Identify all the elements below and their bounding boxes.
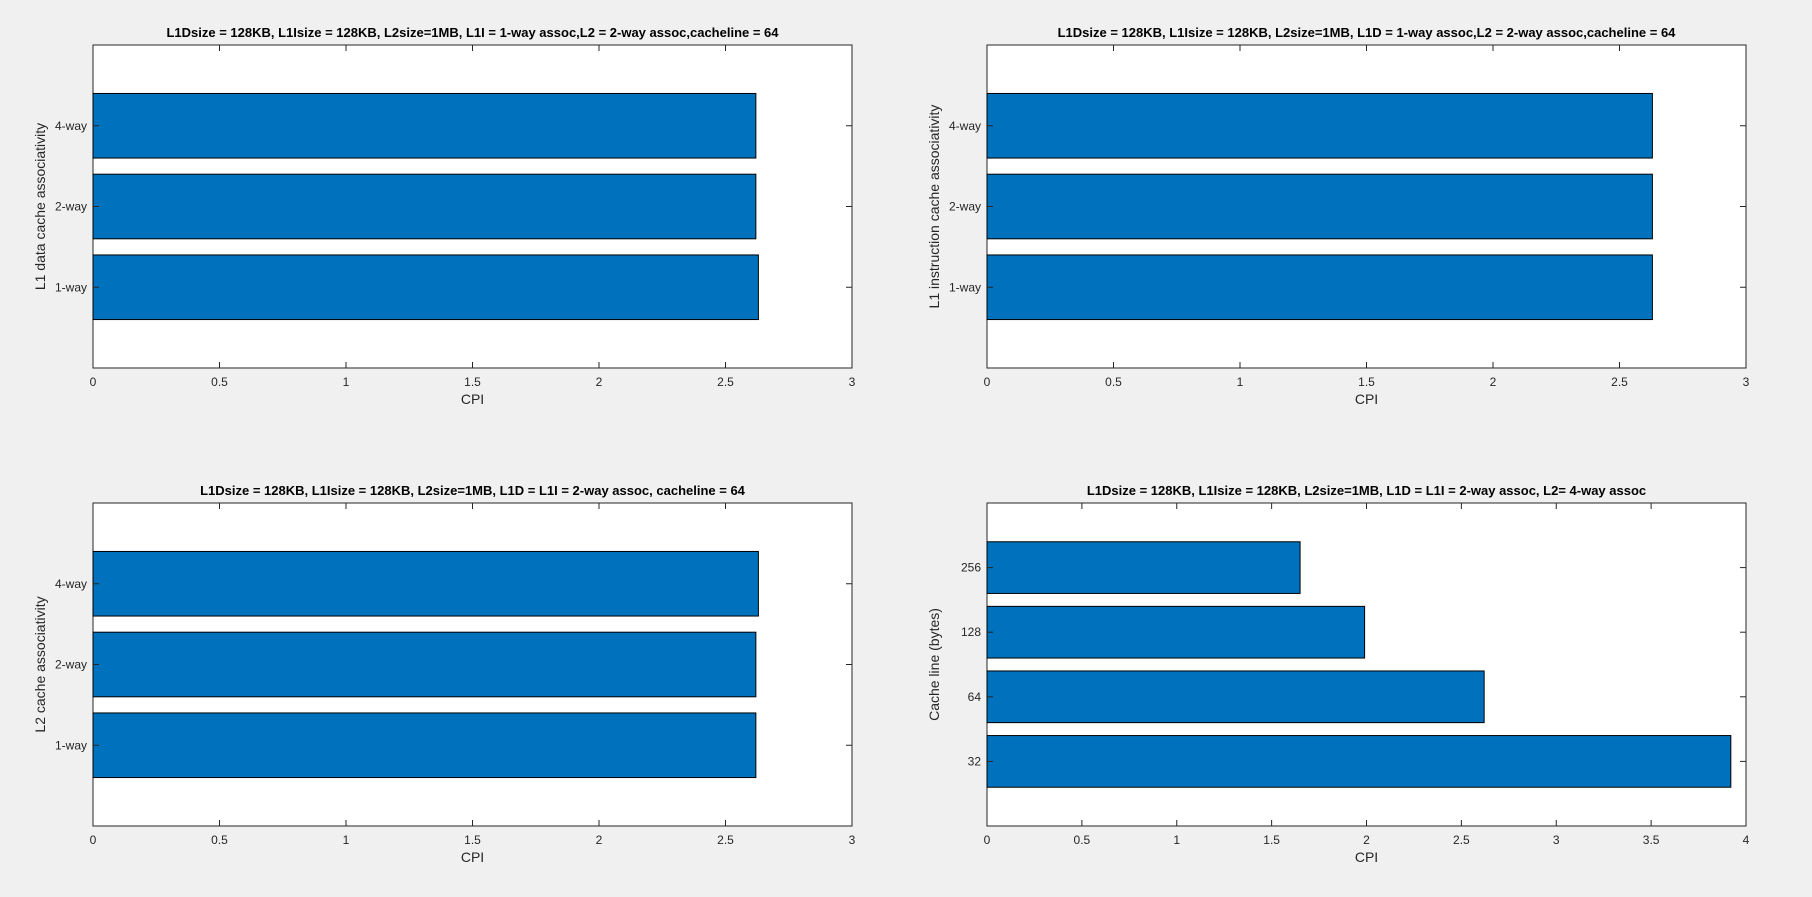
y-tick-label: 128: [961, 625, 981, 639]
y-tick-label: 256: [961, 561, 981, 575]
x-axis-label: CPI: [1355, 391, 1378, 407]
x-tick-label: 1.5: [464, 833, 481, 847]
bar-1-way: [92, 254, 759, 321]
y-tick-label: 4-way: [949, 119, 981, 133]
x-tick-label: 2.5: [717, 833, 734, 847]
bar-2-way: [986, 173, 1653, 240]
y-tick-label: 2-way: [949, 200, 981, 214]
y-tick-label: 1-way: [949, 280, 981, 294]
bar-4-way: [92, 550, 759, 617]
x-tick-label: 0.5: [211, 833, 228, 847]
subplot-l2-assoc: L1Dsize = 128KB, L1Isize = 128KB, L2size…: [32, 483, 856, 865]
x-tick-label: 0.5: [1105, 375, 1122, 389]
x-tick-label: 1.5: [464, 375, 481, 389]
x-tick-label: 2: [1363, 833, 1370, 847]
x-tick-label: 2.5: [1453, 833, 1470, 847]
y-tick-label: 4-way: [55, 119, 87, 133]
x-tick-label: 3: [849, 833, 856, 847]
y-tick-label: 2-way: [55, 200, 87, 214]
y-tick-label: 32: [968, 754, 982, 768]
x-tick-label: 0: [90, 833, 97, 847]
x-tick-label: 3: [1553, 833, 1560, 847]
x-axis-label: CPI: [1355, 849, 1378, 865]
bar-128: [986, 605, 1366, 659]
bar-1-way: [92, 712, 757, 779]
x-tick-label: 0.5: [211, 375, 228, 389]
y-tick-label: 1-way: [55, 280, 87, 294]
x-tick-label: 4: [1743, 833, 1750, 847]
x-tick-label: 2: [1490, 375, 1497, 389]
x-tick-label: 0.5: [1074, 833, 1091, 847]
x-tick-label: 1.5: [1263, 833, 1280, 847]
subplot-l1-data-assoc: L1Dsize = 128KB, L1Isize = 128KB, L2size…: [32, 25, 856, 407]
y-axis-label: L1 data cache associativity: [32, 123, 48, 290]
x-axis-label: CPI: [461, 849, 484, 865]
x-tick-label: 1.5: [1358, 375, 1375, 389]
x-tick-label: 3: [1743, 375, 1750, 389]
bar-2-way: [92, 173, 757, 240]
chart-title: L1Dsize = 128KB, L1Isize = 128KB, L2size…: [1058, 25, 1677, 40]
y-axis-label: L1 instruction cache associativity: [926, 105, 942, 309]
subplot-l1-instruction-assoc: L1Dsize = 128KB, L1Isize = 128KB, L2size…: [926, 25, 1750, 407]
x-axis-label: CPI: [461, 391, 484, 407]
x-tick-label: 0: [984, 833, 991, 847]
y-tick-label: 2-way: [55, 658, 87, 672]
bar-256: [986, 541, 1301, 594]
x-tick-label: 1: [1237, 375, 1244, 389]
x-tick-label: 2.5: [1611, 375, 1628, 389]
bar-2-way: [92, 631, 757, 698]
x-tick-label: 1: [343, 833, 350, 847]
bar-4-way: [92, 92, 757, 159]
x-tick-label: 0: [90, 375, 97, 389]
y-axis-label: L2 cache associativity: [32, 596, 48, 732]
y-tick-label: 64: [968, 690, 982, 704]
x-tick-label: 2: [596, 833, 603, 847]
x-tick-label: 3.5: [1643, 833, 1660, 847]
subplot-cache-line: L1Dsize = 128KB, L1Isize = 128KB, L2size…: [926, 483, 1750, 865]
chart-title: L1Dsize = 128KB, L1Isize = 128KB, L2size…: [166, 25, 779, 40]
x-tick-label: 0: [984, 375, 991, 389]
chart-title: L1Dsize = 128KB, L1Isize = 128KB, L2size…: [200, 483, 746, 498]
y-tick-label: 4-way: [55, 577, 87, 591]
bar-64: [986, 670, 1485, 724]
x-tick-label: 3: [849, 375, 856, 389]
bar-1-way: [986, 254, 1653, 321]
x-tick-label: 2.5: [717, 375, 734, 389]
bar-4-way: [986, 92, 1653, 159]
x-tick-label: 2: [596, 375, 603, 389]
x-tick-label: 1: [343, 375, 350, 389]
y-tick-label: 1-way: [55, 738, 87, 752]
bar-32: [986, 735, 1732, 788]
x-tick-label: 1: [1173, 833, 1180, 847]
y-axis-label: Cache line (bytes): [926, 608, 942, 721]
chart-title: L1Dsize = 128KB, L1Isize = 128KB, L2size…: [1087, 483, 1646, 498]
